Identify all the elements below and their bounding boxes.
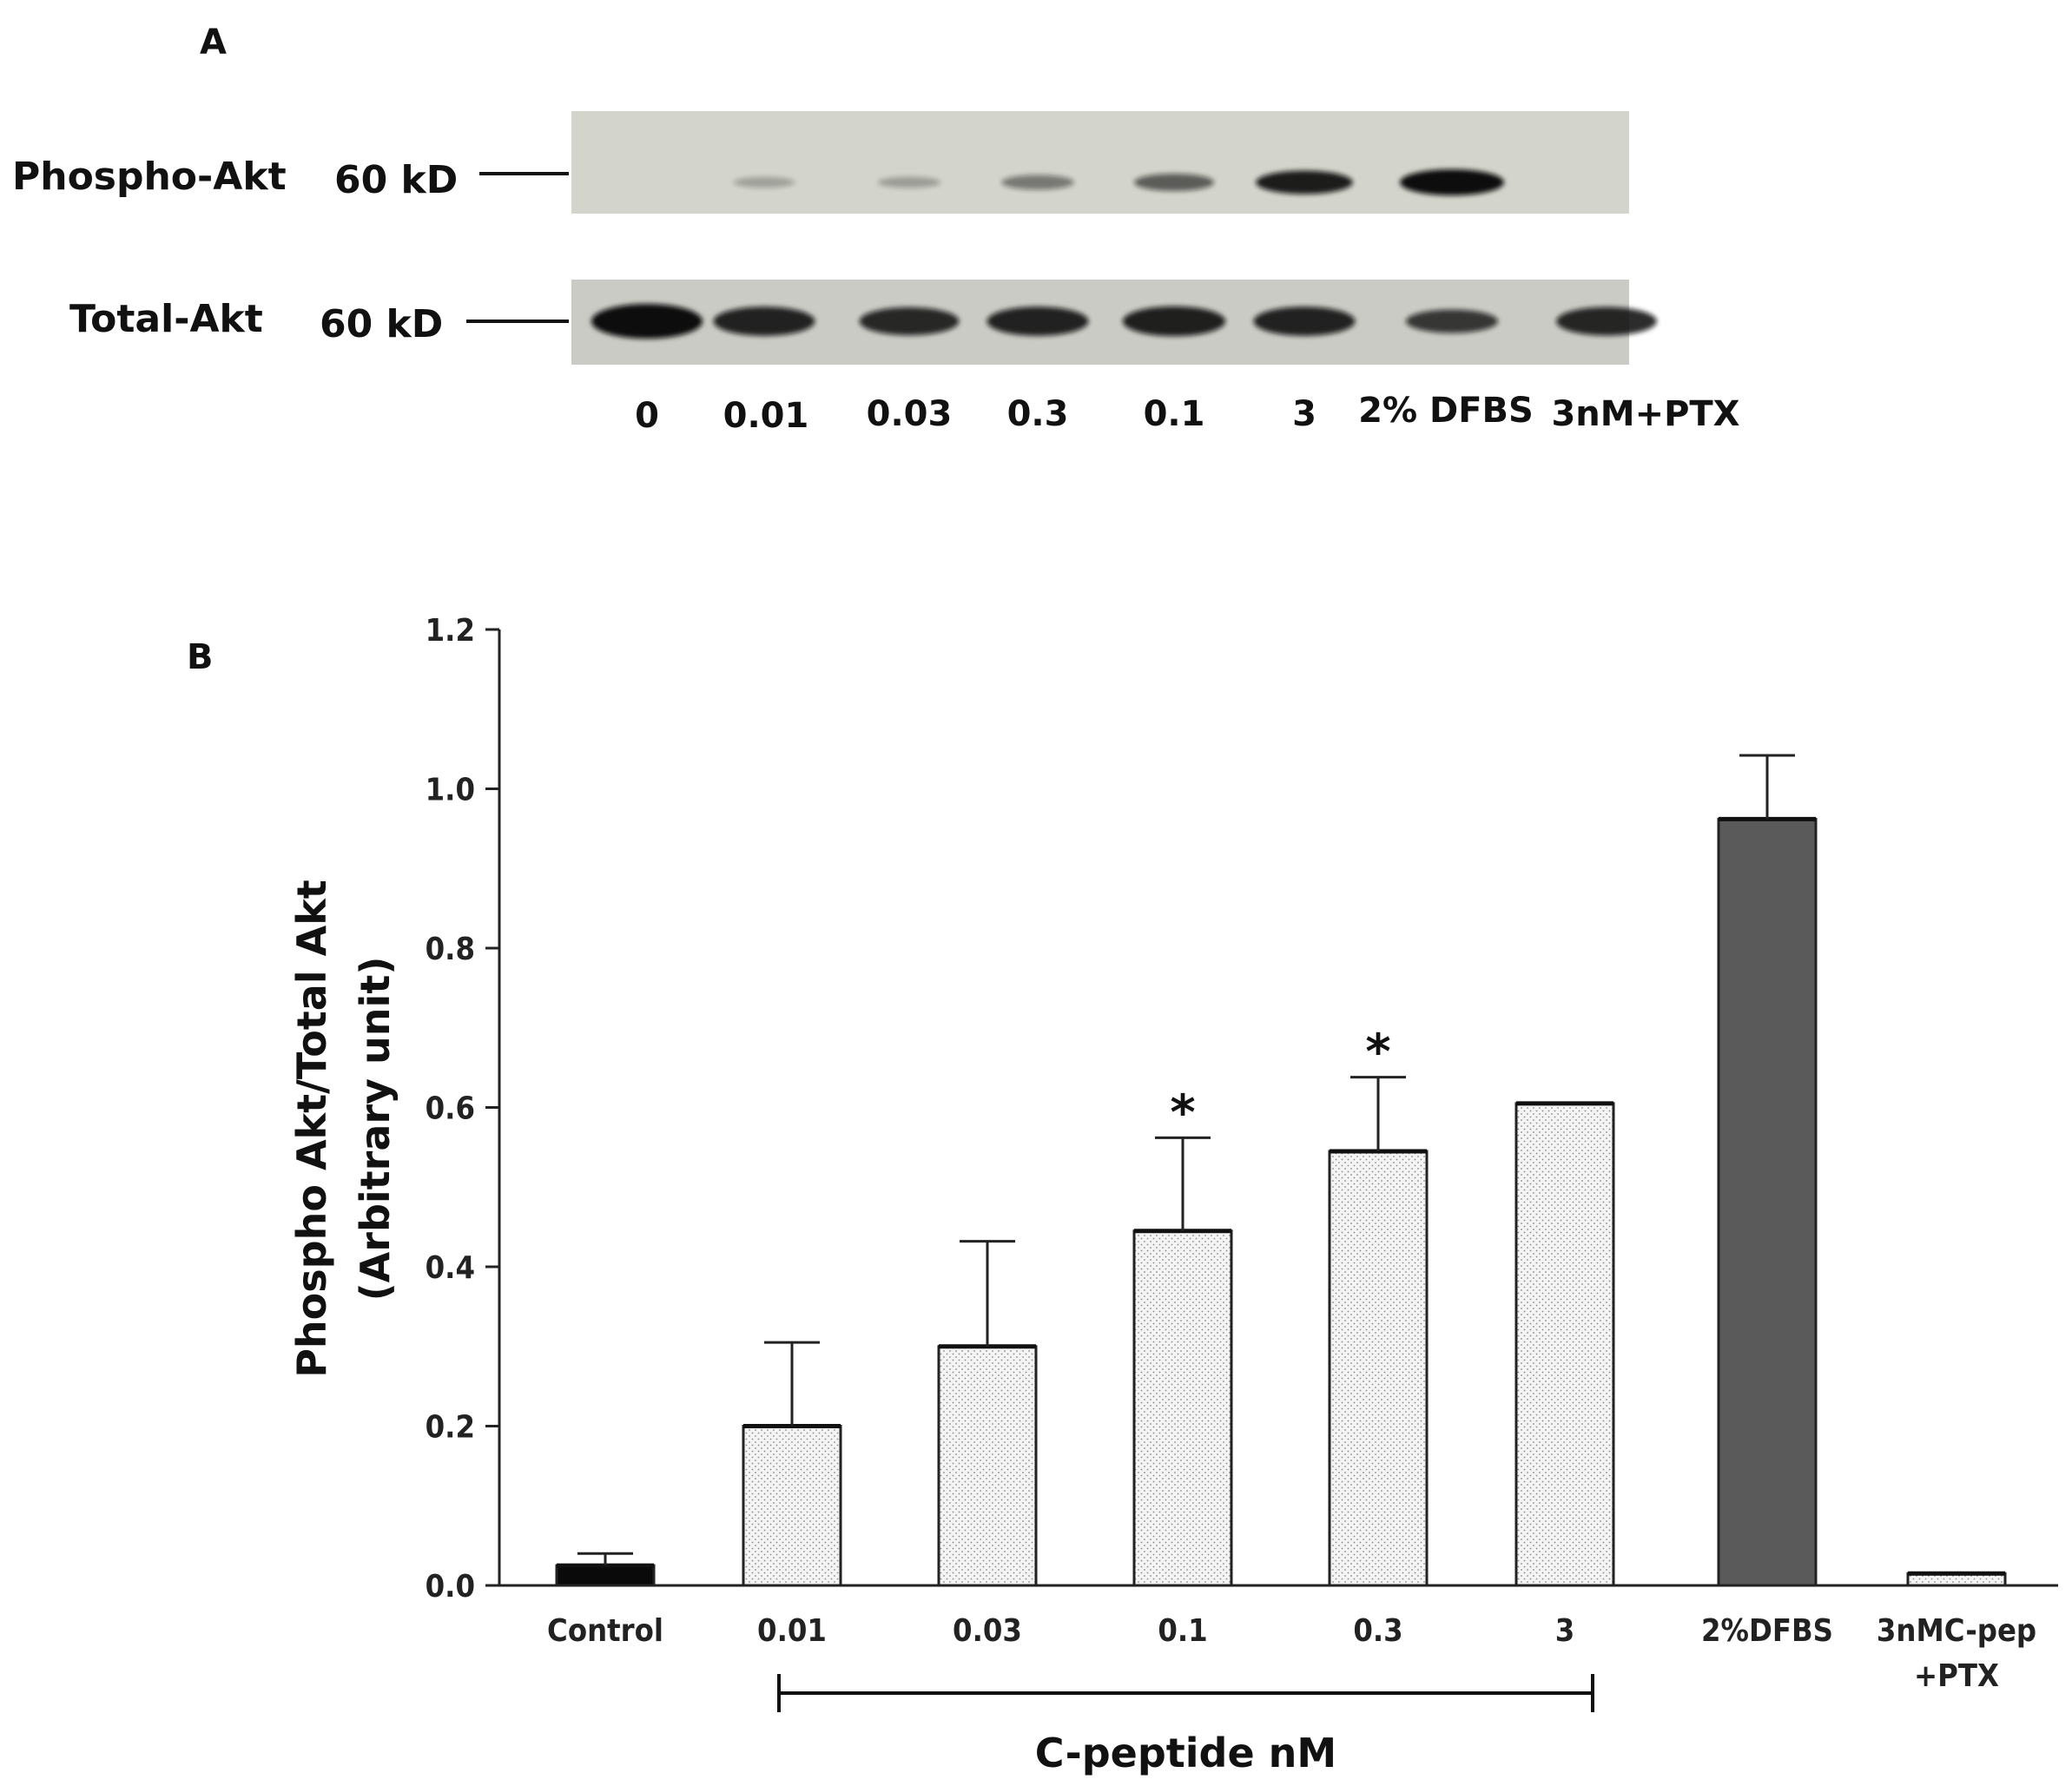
x-tick-label: 0.03 [953, 1613, 1022, 1649]
panel-a-label: A [200, 23, 227, 63]
total-band [1122, 306, 1226, 337]
total-band [1406, 309, 1498, 333]
panel-b-label: B [187, 637, 214, 677]
bar [1132, 1229, 1233, 1587]
phospho-band [733, 176, 795, 188]
bar-chart: 0.00.20.40.60.81.01.2 ** Control 0.01 0.03… [288, 613, 2058, 1776]
bar [1328, 1150, 1429, 1587]
bar [742, 1425, 842, 1587]
phospho-akt-label: Phospho-Akt [12, 155, 287, 199]
total-size-marker: 60 kD [320, 302, 443, 346]
y-tick-label: 0.0 [426, 1569, 475, 1605]
x-tick-labels: Control 0.01 0.03 0.1 0.3 3 2%DFBS 3nMC-pep +PTX [547, 1613, 2036, 1694]
phospho-bands [733, 169, 1504, 195]
phospho-size-marker: 60 kD [334, 158, 458, 202]
x-tick-label: 0.3 [1353, 1613, 1402, 1649]
x-tick-label: 3 [1555, 1613, 1575, 1649]
total-band [1253, 306, 1356, 336]
bar [555, 1564, 656, 1587]
y-tick-label: 0.2 [426, 1410, 475, 1446]
bars: ** [555, 754, 2007, 1587]
bar [1514, 1102, 1615, 1587]
lane-label: 0.01 [723, 396, 809, 436]
total-band [713, 306, 815, 336]
y-tick-label: 0.8 [426, 932, 475, 967]
x-axis-label: C-peptide nM [1035, 1730, 1336, 1776]
bar [937, 1345, 1038, 1587]
y-tick-label: 1.2 [426, 613, 475, 649]
western-blot: Phospho-Akt 60 kD Total-Akt 60 kD 0 0.01… [12, 111, 1740, 436]
x-tick-label-line2: +PTX [1914, 1658, 1999, 1694]
phospho-band [1400, 169, 1504, 195]
lane-labels: 0 0.01 0.03 0.3 0.1 3 2% DFBS 3nM+PTX [635, 391, 1740, 436]
lane-label: 0.3 [1007, 394, 1069, 434]
significance-marker: * [1170, 1084, 1195, 1141]
total-band [987, 306, 1089, 336]
x-tick-label: 0.1 [1158, 1613, 1207, 1649]
y-tick-label: 0.6 [426, 1091, 475, 1127]
phospho-blot-strip [571, 111, 1629, 214]
phospho-band [1134, 174, 1214, 191]
y-tick-label: 0.4 [426, 1250, 475, 1286]
lane-label: 3nM+PTX [1551, 394, 1739, 434]
total-band [859, 306, 960, 336]
bar [1717, 817, 1818, 1587]
total-band [591, 304, 703, 339]
lane-label: 0.03 [867, 394, 953, 434]
total-band [1556, 306, 1657, 336]
total-akt-label: Total-Akt [69, 297, 263, 341]
lane-label: 3 [1292, 394, 1316, 434]
x-tick-label: 0.01 [757, 1613, 827, 1649]
lane-label: 0.1 [1144, 394, 1205, 434]
phospho-band [1001, 175, 1074, 190]
y-tick-label: 1.0 [426, 773, 475, 808]
lane-label: 0 [635, 396, 659, 436]
x-tick-label: 2%DFBS [1701, 1613, 1833, 1649]
c-peptide-bracket [777, 1674, 1594, 1712]
phospho-band [1256, 170, 1353, 194]
y-axis-label: Phospho Akt/Total Akt [288, 880, 335, 1378]
total-bands [591, 304, 1657, 339]
lane-label: 2% DFBS [1358, 391, 1534, 431]
phospho-band [878, 176, 940, 188]
y-axis-label-unit: (Arbitrary unit) [352, 957, 399, 1302]
x-tick-label: 3nMC-pep [1877, 1613, 2036, 1649]
x-tick-label: Control [547, 1613, 663, 1649]
significance-marker: * [1365, 1025, 1390, 1081]
